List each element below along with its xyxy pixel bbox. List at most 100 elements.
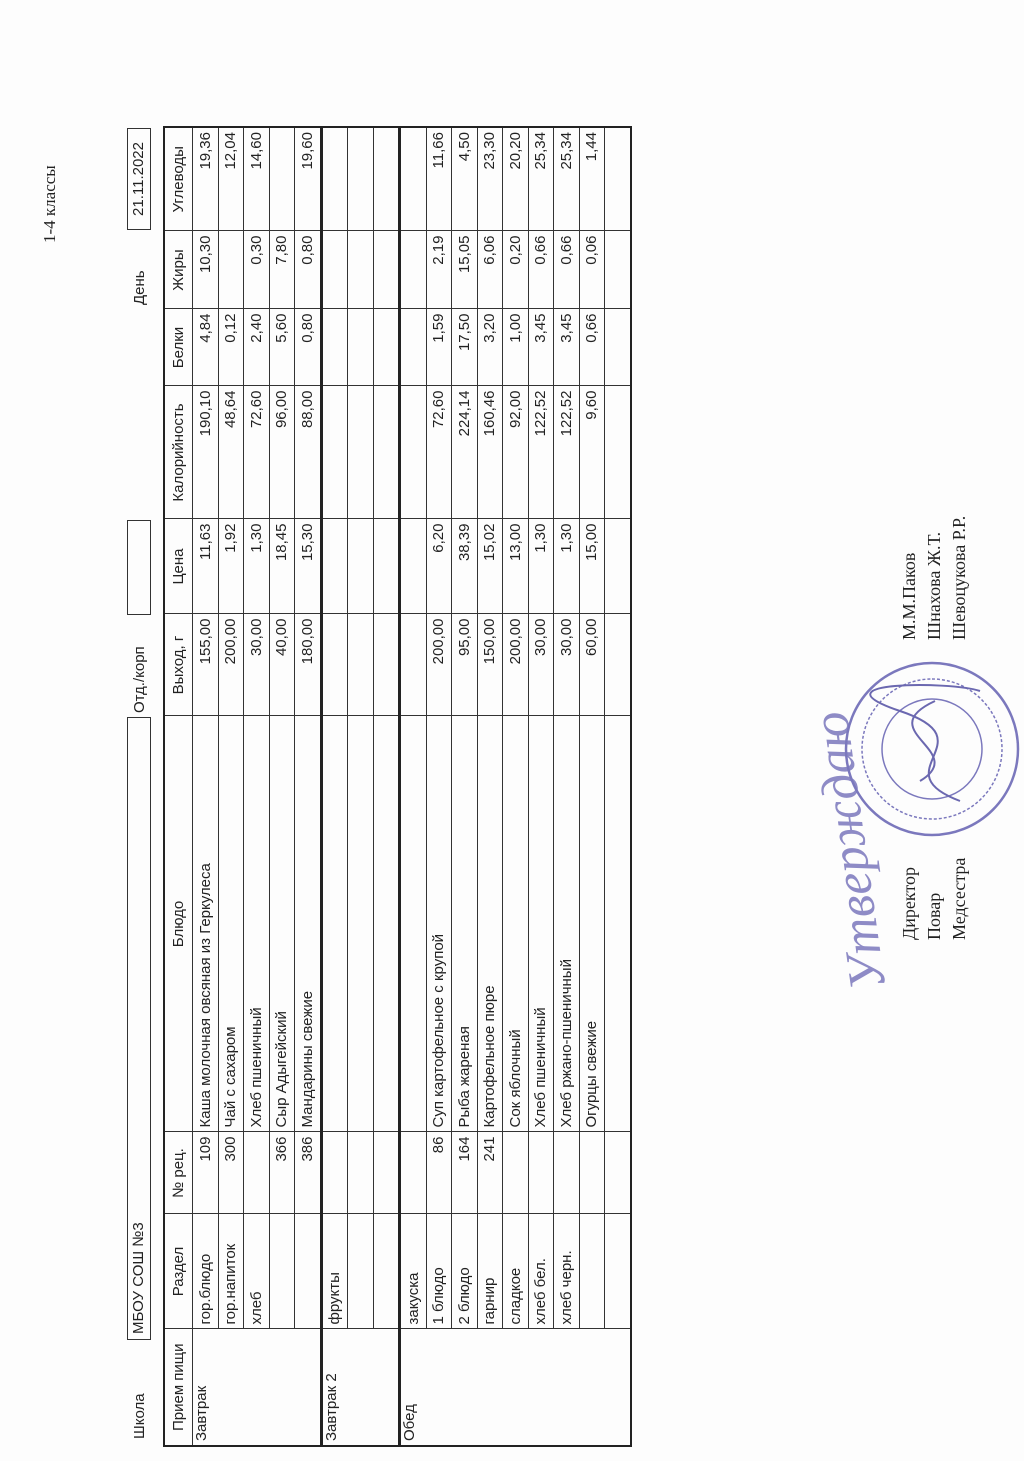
section-cell (373, 1214, 400, 1329)
yield-cell: 30,00 (243, 614, 269, 716)
dish-cell: Сок яблочный (502, 716, 528, 1132)
column-header: Белки (164, 309, 193, 386)
kcal-cell: 224,14 (451, 386, 477, 519)
fat-cell (321, 231, 348, 309)
price-cell (399, 519, 426, 614)
carbs-cell: 20,20 (502, 127, 528, 231)
price-cell: 11,63 (192, 519, 218, 614)
protein-cell (604, 309, 631, 386)
stamp-text-ring (861, 678, 1003, 820)
carbs-cell (347, 127, 373, 231)
carbs-cell: 25,34 (553, 127, 579, 231)
price-cell (604, 519, 631, 614)
protein-cell: 0,66 (579, 309, 605, 386)
carbs-cell: 25,34 (528, 127, 554, 231)
yield-cell (604, 614, 631, 716)
role-director: Директор (899, 866, 919, 940)
school-label: Школа (131, 1393, 148, 1439)
column-header: Жиры (164, 231, 193, 309)
grade-label: 1-4 классы (40, 165, 59, 243)
price-cell: 15,00 (579, 519, 605, 614)
table-row: 2 блюдо 164 Рыба жареная 95,00 38,39 224,14 17… (451, 127, 477, 1446)
table-row: хлеб Хлеб пшеничный 30,00 1,30 72,60 2,40 0,30… (243, 127, 269, 1446)
kcal-cell: 72,60 (426, 386, 452, 519)
price-cell: 1,30 (243, 519, 269, 614)
kcal-cell: 96,00 (269, 386, 295, 519)
column-header: Углеводы (164, 127, 193, 231)
fat-cell: 6,06 (477, 231, 503, 309)
kcal-cell (347, 386, 373, 519)
protein-cell (321, 309, 348, 386)
section-cell: хлеб (243, 1214, 269, 1329)
protein-cell (399, 309, 426, 386)
dish-cell: Мандарины свежие (294, 716, 321, 1132)
meal-cell: Завтрак 2 (321, 1329, 400, 1446)
kcal-cell (604, 386, 631, 519)
carbs-cell: 19,36 (192, 127, 218, 231)
section-cell: гарнир (477, 1214, 503, 1329)
dept-label: Отд./корп (131, 646, 148, 713)
yield-cell: 40,00 (269, 614, 295, 716)
fat-cell: 7,80 (269, 231, 295, 309)
table-row: Обед закуска (399, 127, 631, 1446)
yield-cell: 180,00 (294, 614, 321, 716)
yield-cell: 95,00 (451, 614, 477, 716)
section-cell (269, 1214, 295, 1329)
yield-cell (399, 614, 426, 716)
table-row (347, 127, 373, 1446)
yield-cell: 200,00 (502, 614, 528, 716)
kcal-cell: 160,46 (477, 386, 503, 519)
section-cell (604, 1214, 631, 1329)
fat-cell: 0,66 (553, 231, 579, 309)
yield-cell: 200,00 (426, 614, 452, 716)
fat-cell (218, 231, 244, 309)
carbs-cell: 11,66 (426, 127, 452, 231)
dish-cell: Рыба жареная (451, 716, 477, 1132)
fat-cell: 2,19 (426, 231, 452, 309)
kcal-cell: 72,60 (243, 386, 269, 519)
price-cell: 1,92 (218, 519, 244, 614)
dish-cell (321, 716, 348, 1132)
school-field: МБОУ СОШ №3 (127, 717, 151, 1340)
dish-cell (604, 716, 631, 1132)
signature-scribble-2 (911, 700, 936, 782)
table-row: гарнир 241 Картофельное пюре 150,00 15,02 160… (477, 127, 503, 1446)
table-row: хлеб черн. Хлеб ржано-пшеничный 30,00 1,30 1… (553, 127, 579, 1446)
fat-cell: 0,20 (502, 231, 528, 309)
protein-cell: 3,45 (528, 309, 554, 386)
table-row: Завтрак гор.блюдо 109 Каша молочная овсяная… (192, 127, 321, 1446)
recipe-cell (321, 1132, 348, 1214)
fat-cell (347, 231, 373, 309)
section-cell: хлеб бел. (528, 1214, 554, 1329)
column-header: № рец. (164, 1132, 193, 1214)
meal-cell: Обед (399, 1329, 631, 1446)
column-header: Калорийность (164, 386, 193, 519)
recipe-cell (604, 1132, 631, 1214)
protein-cell: 4,84 (192, 309, 218, 386)
dish-cell: Чай с сахаром (218, 716, 244, 1132)
column-header: Цена (164, 519, 193, 614)
name-director: М.М.Паков (899, 552, 919, 640)
fat-cell (604, 231, 631, 309)
fat-cell: 0,66 (528, 231, 554, 309)
price-cell: 18,45 (269, 519, 295, 614)
yield-cell: 200,00 (218, 614, 244, 716)
recipe-cell: 109 (192, 1132, 218, 1214)
price-cell (321, 519, 348, 614)
section-cell: гор.блюдо (192, 1214, 218, 1329)
price-cell (373, 519, 400, 614)
table-row: сладкое Сок яблочный 200,00 13,00 92,00 1,00 0… (502, 127, 528, 1446)
price-cell (347, 519, 373, 614)
table-row: 366 Сыр Адыгейский 40,00 18,45 96,00 5,60 7,80 (269, 127, 295, 1446)
price-cell: 15,02 (477, 519, 503, 614)
carbs-cell: 12,04 (218, 127, 244, 231)
stamp-inner-ring (881, 698, 983, 800)
kcal-cell: 88,00 (294, 386, 321, 519)
column-header: Раздел (164, 1214, 193, 1329)
carbs-cell: 1,44 (579, 127, 605, 231)
recipe-cell: 241 (477, 1132, 503, 1214)
recipe-cell: 366 (269, 1132, 295, 1214)
section-cell: закуска (399, 1214, 426, 1329)
table-header-row: Прием пищи Раздел № рец. Блюдо Выход, г Цена К… (164, 127, 193, 1446)
